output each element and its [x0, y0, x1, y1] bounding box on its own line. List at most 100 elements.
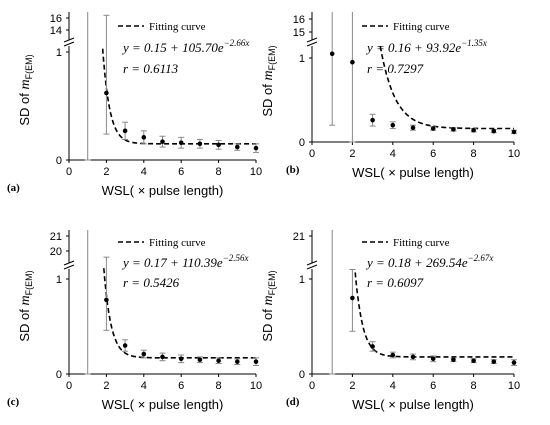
panel-label: (c) [7, 396, 20, 408]
data-point [390, 122, 396, 128]
x-tick-label: 6 [178, 166, 184, 178]
data-point [197, 141, 203, 147]
x-tick-label: 0 [66, 380, 72, 392]
x-tick-label: 4 [141, 380, 147, 392]
x-tick-label: 10 [508, 380, 520, 392]
x-tick-label: 4 [390, 380, 396, 392]
x-tick-label: 4 [390, 148, 396, 160]
axis-break-mark [306, 37, 318, 43]
x-axis-label: WSL( × pulse length) [352, 165, 474, 180]
y-tick-label: 15 [293, 27, 305, 39]
data-point [235, 359, 240, 364]
data-point [122, 128, 128, 134]
x-tick-label: 8 [216, 380, 222, 392]
fit-equation: y = 0.17 + 110.39e−2.56x [121, 253, 248, 270]
fit-r-value: r = 0.5426 [123, 275, 180, 290]
x-tick-label: 2 [103, 380, 109, 392]
y-tick-label: 1 [299, 274, 305, 286]
y-axis-label: SD of mF(EM) [17, 270, 34, 341]
data-point [329, 51, 335, 57]
fit-r-value: r = 0.6113 [123, 61, 179, 76]
legend-label: Fitting curve [149, 21, 206, 33]
panel-label: (d) [286, 396, 300, 408]
x-axis-label: WSL( × pulse length) [352, 397, 474, 412]
data-point [253, 359, 259, 364]
axis-break-mark [63, 37, 75, 43]
x-tick-label: 10 [250, 166, 262, 178]
x-tick-label: 0 [309, 148, 315, 160]
data-point [390, 352, 396, 358]
y-tick-label: 14 [50, 25, 62, 37]
data-point [370, 344, 375, 349]
data-point [160, 139, 165, 144]
axis-break-mark [63, 260, 75, 266]
fit-equation: y = 0.16 + 93.92e−1.35x [365, 38, 487, 55]
y-tick-label: 0 [56, 155, 62, 167]
x-tick-label: 6 [430, 380, 436, 392]
y-axis-label: SD of mF(EM) [260, 45, 277, 116]
fit-equation: y = 0.15 + 105.70e−2.66x [121, 38, 249, 55]
legend-label: Fitting curve [393, 237, 450, 249]
x-tick-label: 2 [349, 380, 355, 392]
data-point [141, 351, 147, 357]
x-tick-label: 6 [430, 148, 436, 160]
data-point [141, 135, 147, 140]
y-tick-label: 1 [299, 53, 305, 65]
fit-r-value: r = 0.7297 [367, 61, 424, 76]
y-tick-label: 0 [56, 369, 62, 381]
data-point [511, 360, 517, 365]
panel-label: (a) [7, 182, 20, 194]
data-point [451, 127, 456, 132]
axis-break-mark [63, 264, 75, 270]
data-point [370, 117, 375, 123]
y-axis-label: SD of mF(EM) [260, 270, 277, 341]
y-tick-label: 1 [56, 274, 62, 286]
data-point [253, 145, 259, 151]
panel-c: 0 2 4 6 8 10 0 1 21 20 SD of mF(EM) WSL( × pulse le… [7, 230, 262, 412]
x-tick-label: 10 [250, 380, 262, 392]
y-tick-label: 20 [50, 246, 62, 258]
x-tick-label: 4 [141, 166, 147, 178]
x-axis-label: WSL( × pulse length) [102, 183, 224, 198]
x-tick-label: 6 [178, 380, 184, 392]
y-tick-label: 0 [299, 369, 305, 381]
data-point [178, 140, 184, 146]
data-point [430, 356, 436, 362]
data-point [104, 90, 109, 96]
y-tick-label: 16 [50, 13, 62, 25]
x-axis-label: WSL( × pulse length) [102, 397, 224, 412]
data-point [491, 359, 497, 364]
x-tick-label: 2 [103, 166, 109, 178]
data-point [216, 142, 221, 148]
y-tick-label: 21 [293, 231, 305, 243]
data-point [430, 126, 436, 131]
axis-break-mark [306, 264, 318, 270]
legend-label: Fitting curve [149, 237, 206, 249]
data-point [104, 297, 109, 303]
data-point [350, 295, 355, 301]
axis-break-mark [63, 41, 75, 47]
panel-d: 0 2 4 6 8 10 0 1 21 SD of mF(EM) WSL( × pulse leng… [260, 230, 520, 412]
data-point [216, 358, 221, 364]
data-point [451, 357, 456, 363]
data-point [178, 356, 184, 362]
data-point [122, 343, 128, 348]
data-point [410, 125, 416, 131]
y-tick-label: 1 [56, 47, 62, 59]
data-point [160, 354, 165, 360]
fitting-curve [354, 272, 514, 358]
y-axis-label: SD of mF(EM) [17, 54, 34, 125]
data-point [511, 129, 517, 135]
x-tick-label: 0 [309, 380, 315, 392]
fit-r-value: r = 0.6097 [367, 275, 424, 290]
x-tick-label: 8 [471, 380, 477, 392]
fitting-curve [101, 48, 256, 145]
data-point [350, 59, 355, 65]
data-point [471, 127, 476, 133]
y-tick-label: 0 [299, 137, 305, 149]
data-point [410, 354, 416, 360]
x-tick-label: 10 [508, 148, 520, 160]
